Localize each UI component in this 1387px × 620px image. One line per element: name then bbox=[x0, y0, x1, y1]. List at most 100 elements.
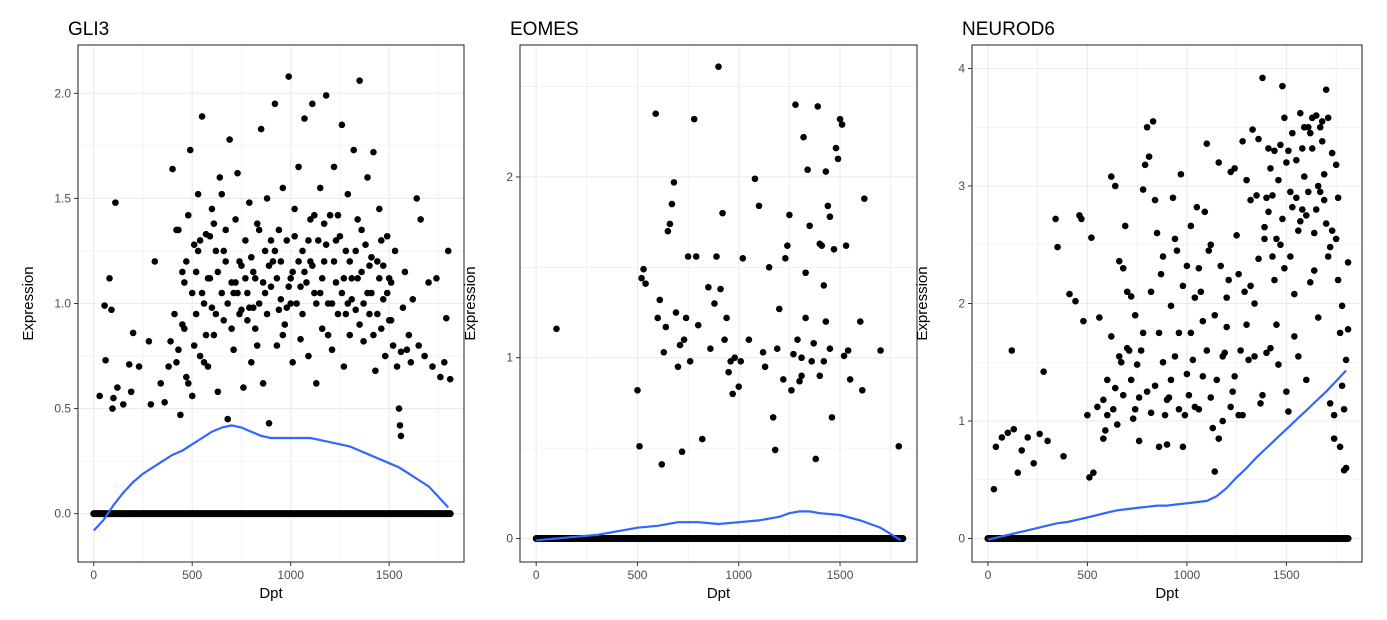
data-point bbox=[110, 394, 117, 402]
data-point bbox=[108, 306, 115, 314]
data-point bbox=[1320, 196, 1328, 204]
data-point bbox=[364, 174, 371, 181]
y-tick-label: 2 bbox=[958, 297, 965, 311]
data-point bbox=[1135, 437, 1143, 445]
data-point bbox=[194, 190, 202, 198]
data-point bbox=[397, 432, 405, 440]
data-point bbox=[1251, 353, 1258, 360]
data-point bbox=[846, 376, 854, 383]
data-point bbox=[1316, 123, 1324, 131]
data-point bbox=[1269, 253, 1276, 260]
data-point bbox=[1336, 329, 1344, 337]
data-point bbox=[307, 216, 314, 223]
y-tick-label: 3 bbox=[958, 179, 965, 193]
data-point bbox=[1183, 370, 1191, 378]
x-tick-label: 0 bbox=[90, 568, 97, 582]
data-point bbox=[1191, 294, 1199, 301]
data-point bbox=[236, 258, 243, 265]
data-point bbox=[352, 247, 359, 255]
data-point bbox=[1139, 186, 1147, 193]
data-point bbox=[1173, 247, 1181, 254]
data-point bbox=[251, 274, 259, 282]
data-point bbox=[1300, 173, 1308, 180]
data-point bbox=[344, 190, 352, 198]
data-point bbox=[112, 199, 119, 206]
data-point bbox=[249, 304, 257, 312]
data-point bbox=[342, 310, 350, 318]
data-point bbox=[1100, 435, 1107, 442]
data-point bbox=[208, 205, 216, 213]
data-point bbox=[1293, 194, 1300, 202]
data-point bbox=[1169, 194, 1177, 202]
data-point bbox=[1024, 434, 1032, 441]
data-point bbox=[328, 346, 336, 354]
data-point bbox=[1314, 182, 1322, 190]
data-point bbox=[1189, 356, 1197, 364]
data-point bbox=[1328, 149, 1336, 157]
y-tick-label: 1 bbox=[958, 414, 965, 428]
data-point bbox=[715, 63, 722, 70]
data-point bbox=[678, 448, 686, 456]
data-point bbox=[413, 195, 421, 202]
data-point bbox=[826, 213, 834, 221]
data-point bbox=[291, 232, 298, 240]
data-point bbox=[316, 289, 324, 297]
data-point bbox=[352, 306, 359, 314]
data-point bbox=[1179, 282, 1187, 290]
x-tick-label: 1000 bbox=[1174, 568, 1201, 582]
data-point bbox=[1223, 294, 1230, 301]
data-point bbox=[1342, 356, 1350, 364]
data-point bbox=[1177, 170, 1185, 178]
x-tick-label: 500 bbox=[1077, 568, 1097, 582]
data-point bbox=[295, 258, 302, 265]
data-point bbox=[856, 318, 864, 325]
data-point bbox=[1155, 329, 1163, 337]
data-point bbox=[1255, 255, 1262, 263]
data-point bbox=[1159, 358, 1167, 366]
data-point bbox=[1289, 129, 1296, 137]
data-point bbox=[309, 100, 316, 108]
data-point bbox=[818, 242, 826, 249]
data-point bbox=[342, 247, 350, 255]
data-point bbox=[1285, 408, 1292, 415]
data-point bbox=[161, 398, 168, 406]
data-point bbox=[1243, 176, 1250, 184]
data-point bbox=[257, 125, 265, 133]
data-point bbox=[721, 336, 728, 343]
data-point bbox=[1291, 333, 1298, 340]
data-point bbox=[1123, 288, 1131, 296]
data-point bbox=[1277, 141, 1284, 149]
x-tick-label: 1500 bbox=[1273, 568, 1300, 582]
data-point bbox=[1209, 424, 1217, 432]
data-point bbox=[212, 247, 220, 255]
y-tick-label: 1.0 bbox=[54, 297, 71, 311]
data-point bbox=[441, 359, 448, 366]
data-point bbox=[224, 300, 231, 307]
data-point bbox=[299, 310, 306, 318]
data-point bbox=[1167, 302, 1175, 310]
data-point bbox=[1261, 235, 1268, 243]
data-point bbox=[788, 386, 795, 394]
data-point bbox=[358, 268, 365, 276]
data-point bbox=[109, 405, 116, 412]
data-point bbox=[184, 380, 192, 387]
data-point bbox=[676, 341, 684, 349]
data-point bbox=[208, 304, 216, 312]
data-point bbox=[210, 331, 218, 339]
data-point bbox=[1127, 293, 1135, 300]
data-point bbox=[1197, 288, 1205, 296]
data-point bbox=[297, 335, 304, 343]
y-tick-label: 2.0 bbox=[54, 86, 71, 100]
data-point bbox=[1322, 220, 1330, 227]
data-point bbox=[379, 295, 387, 303]
data-point bbox=[713, 253, 720, 260]
data-point bbox=[719, 209, 726, 217]
data-point bbox=[305, 237, 312, 244]
data-point bbox=[188, 392, 196, 400]
data-point bbox=[125, 361, 133, 368]
data-point bbox=[1044, 437, 1051, 445]
data-point bbox=[442, 314, 450, 322]
data-point bbox=[1141, 161, 1149, 169]
data-point bbox=[147, 401, 155, 408]
data-point bbox=[1004, 429, 1012, 437]
